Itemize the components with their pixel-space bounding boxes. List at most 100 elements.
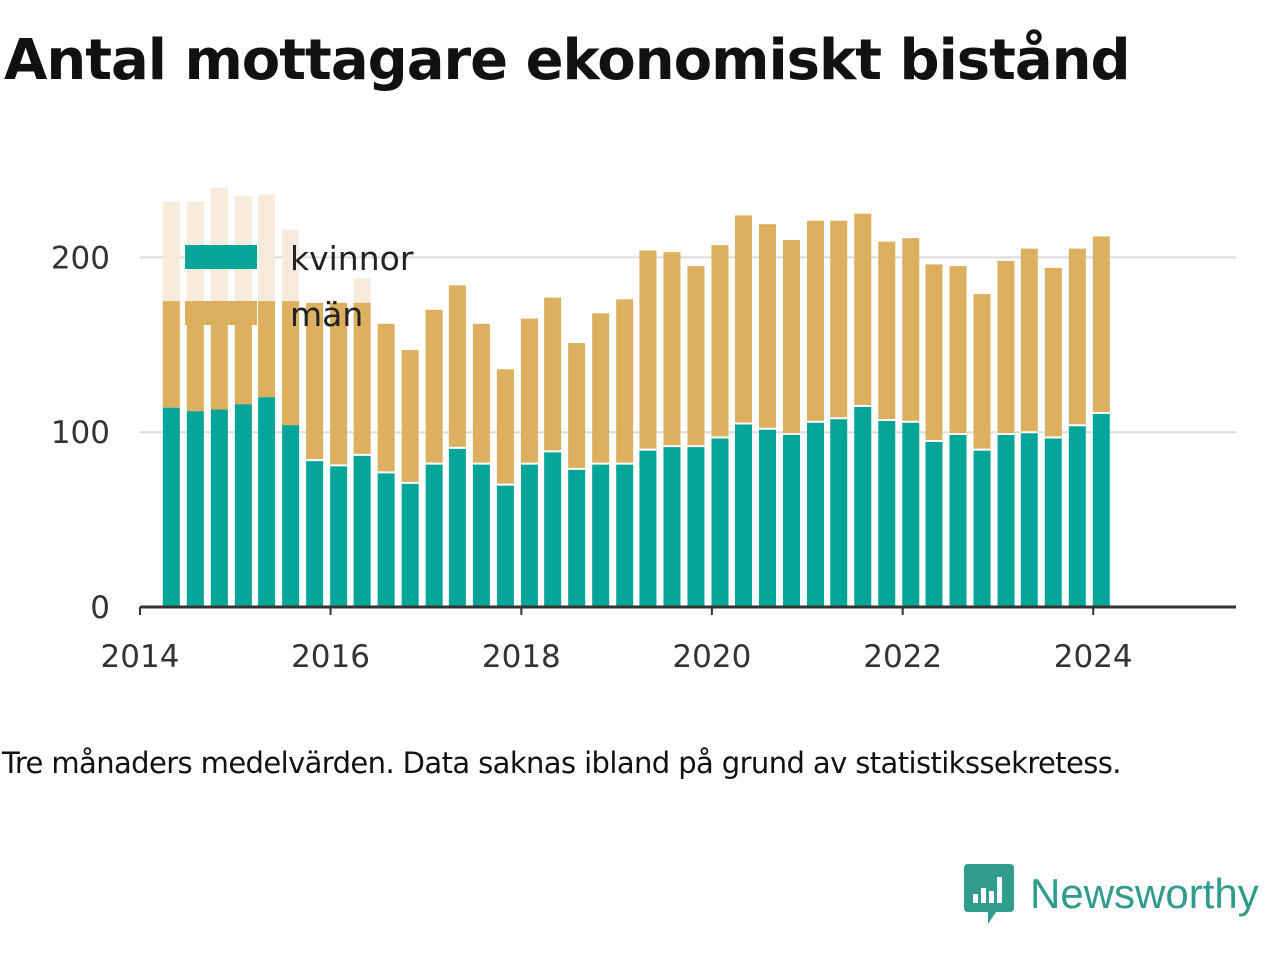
bar-man [687, 266, 705, 447]
bar-kvinnor [687, 446, 705, 607]
bar-man [472, 323, 490, 464]
bar-man [520, 318, 538, 464]
bar-man [1092, 236, 1110, 413]
bar-man [401, 350, 419, 483]
bar-man [1068, 248, 1086, 426]
x-tick-label: 2014 [101, 639, 180, 675]
bar-kvinnor [807, 421, 825, 607]
legend: kvinnor män [185, 239, 414, 334]
bar-kvinnor [1020, 432, 1038, 607]
bar-kvinnor [734, 423, 752, 607]
bar-kvinnor [520, 463, 538, 607]
bar-kvinnor [448, 447, 466, 607]
bar-man-estimate [282, 301, 300, 426]
bar-kvinnor [663, 446, 681, 607]
bar-kvinnor [258, 397, 276, 607]
bar-kvinnor [306, 460, 324, 607]
x-tick-label: 2018 [482, 639, 561, 675]
bar-man [1044, 267, 1062, 438]
y-tick-label: 100 [51, 415, 110, 451]
bar-kvinnor [878, 419, 896, 607]
brand-name: Newsworthy [1030, 870, 1259, 917]
bar-man-estimate [162, 301, 180, 408]
bar-kvinnor [1044, 437, 1062, 607]
bar-man [330, 302, 348, 466]
bar-man [306, 302, 324, 461]
bar-kvinnor [353, 454, 371, 607]
bar-man [544, 297, 562, 452]
bar-kvinnor [592, 463, 610, 607]
bar-kvinnor [830, 418, 848, 607]
bars [162, 187, 1110, 608]
bar-man-estimate [258, 301, 276, 398]
footnote: Tre månaders medelvärden. Data saknas ib… [2, 746, 1122, 780]
newsworthy-logo-icon [964, 864, 1014, 924]
y-tick-label: 200 [51, 240, 110, 276]
x-tick-label: 2020 [672, 639, 751, 675]
legend-label-man: män [290, 295, 363, 334]
legend-label-kvinnor: kvinnor [290, 239, 414, 278]
bar-kvinnor [616, 463, 634, 607]
bar-kvinnor [425, 463, 443, 607]
bar-man [949, 266, 967, 434]
x-tick-label: 2016 [291, 639, 370, 675]
bar-man [377, 323, 395, 473]
x-tick-label: 2022 [863, 639, 942, 675]
bar-kvinnor [1068, 425, 1086, 607]
bar-man [997, 260, 1015, 434]
bar-man [425, 309, 443, 464]
legend-swatch-man [185, 301, 257, 325]
bar-kvinnor [544, 451, 562, 607]
brand-logo: Newsworthy [964, 862, 1259, 926]
bar-kvinnor [377, 472, 395, 607]
bar-kvinnor [639, 449, 657, 607]
bar-kvinnor [925, 440, 943, 607]
bar-kvinnor [234, 404, 252, 607]
bar-man-estimate [234, 301, 252, 405]
bar-man [448, 285, 466, 448]
bar-kvinnor [282, 425, 300, 607]
bar-kvinnor [210, 409, 228, 607]
bar-kvinnor [496, 484, 514, 607]
bar-kvinnor [854, 405, 872, 607]
bar-man [616, 299, 634, 464]
x-axis: 2014 2016 2018 2020 2022 2024 [101, 605, 1236, 675]
bar-man [758, 224, 776, 429]
bar-man [568, 343, 586, 469]
bar-kvinnor [330, 465, 348, 607]
bar-kvinnor [711, 437, 729, 607]
bar-man [854, 213, 872, 406]
bar-kvinnor [162, 407, 180, 607]
bar-man [878, 241, 896, 420]
bar-man [711, 245, 729, 438]
bar-kvinnor [1092, 412, 1110, 607]
chart-title: Antal mottagare ekonomiskt bistånd [4, 28, 1131, 93]
bar-kvinnor [782, 433, 800, 607]
y-tick-label: 0 [90, 590, 110, 626]
bar-kvinnor [401, 482, 419, 607]
bar-kvinnor [472, 463, 490, 607]
bar-man [830, 220, 848, 419]
bar-man-estimate [210, 301, 228, 410]
x-tick-label: 2024 [1054, 639, 1133, 675]
bar-man [902, 238, 920, 422]
bar-kvinnor [902, 421, 920, 607]
bar-man [1020, 248, 1038, 433]
bar-man [353, 302, 371, 455]
y-axis: 0 100 200 [51, 240, 110, 626]
bar-kvinnor [186, 411, 204, 607]
legend-swatch-kvinnor [185, 245, 257, 269]
bar-man [592, 313, 610, 464]
bar-man [663, 252, 681, 447]
bar-kvinnor [973, 449, 991, 607]
bar-man [734, 215, 752, 424]
bar-man [807, 220, 825, 422]
bar-man [925, 264, 943, 441]
bar-man-estimate [186, 301, 204, 412]
bar-kvinnor [568, 468, 586, 607]
bar-kvinnor [758, 428, 776, 607]
bar-kvinnor [997, 433, 1015, 607]
bar-man [496, 369, 514, 485]
bar-man [639, 250, 657, 450]
